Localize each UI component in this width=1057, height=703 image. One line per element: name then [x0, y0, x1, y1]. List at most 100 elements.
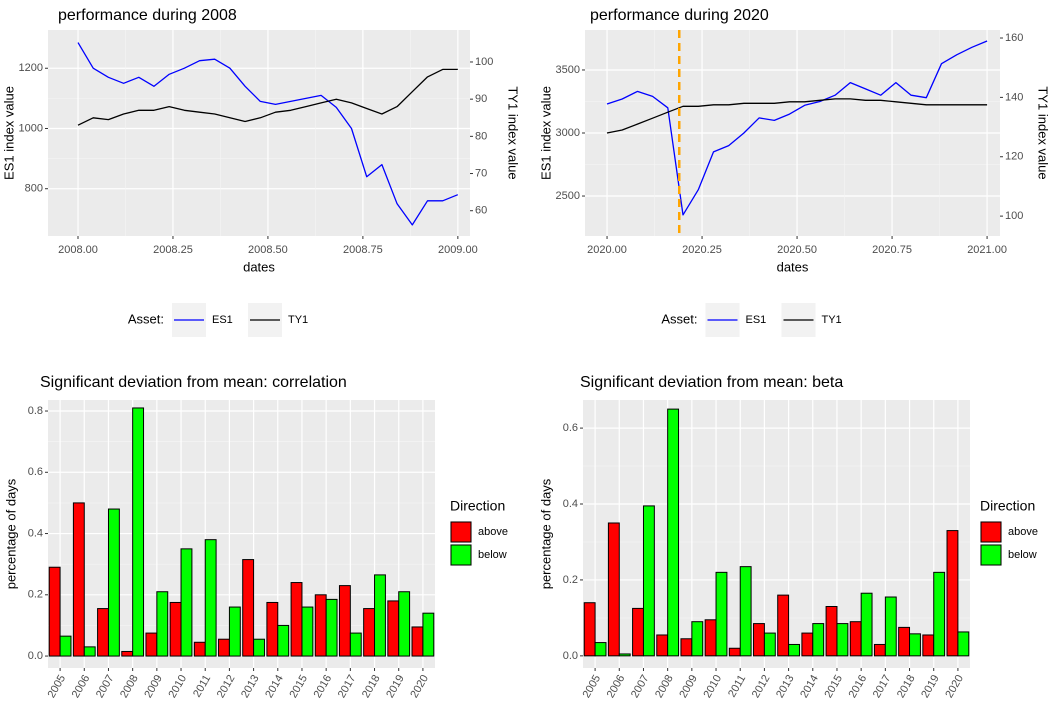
- legend-title: Asset:: [128, 311, 164, 326]
- bar: [97, 608, 109, 657]
- bar: [411, 626, 424, 657]
- x-tick-label: 2006: [70, 673, 93, 700]
- bar: [946, 530, 959, 657]
- bar: [266, 601, 279, 657]
- x-tick-label: 2013: [774, 673, 797, 700]
- y-axis-label: ES1 index value: [1, 86, 16, 180]
- bar: [218, 638, 230, 657]
- legend-title: Direction: [450, 498, 505, 514]
- y2-tick-label: 100: [475, 56, 493, 68]
- x-tick-label: 2007: [94, 673, 117, 700]
- bar: [398, 591, 411, 657]
- x-tick-label: 2007: [629, 673, 652, 700]
- bar: [836, 623, 849, 657]
- legend-title: Direction: [980, 498, 1035, 514]
- bar: [121, 650, 134, 657]
- y-tick-label: 3000: [556, 127, 580, 139]
- legend-label: above: [1008, 526, 1038, 538]
- bar: [290, 582, 303, 657]
- x-tick-label: 2020.50: [777, 244, 817, 256]
- y2-tick-label: 80: [475, 130, 487, 142]
- series-line: [606, 40, 988, 216]
- x-tick-label: 2006: [605, 673, 628, 700]
- x-tick-label: 2009: [142, 673, 165, 700]
- x-tick-label: 2020: [943, 673, 966, 700]
- bar: [884, 596, 897, 657]
- bar: [277, 624, 290, 657]
- bar: [338, 585, 351, 657]
- y-tick-label: 0.2: [563, 574, 578, 586]
- bar: [849, 621, 862, 657]
- bar: [180, 548, 193, 657]
- bar: [374, 574, 386, 657]
- bar: [680, 638, 693, 657]
- y2-tick-label: 160: [1005, 32, 1023, 44]
- legend-swatch: [450, 521, 472, 543]
- bar: [363, 608, 376, 657]
- bar: [739, 566, 752, 657]
- legend-label: ES1: [746, 314, 767, 326]
- chart-title: performance during 2008: [58, 7, 237, 24]
- legend-label: above: [478, 526, 508, 538]
- y-tick-label: 0.4: [563, 498, 578, 510]
- bar: [667, 408, 680, 657]
- x-tick-label: 2019: [919, 673, 942, 700]
- x-tick-label: 2018: [895, 673, 918, 700]
- x-tick-label: 2014: [798, 673, 821, 700]
- y-axis-label: percentage of days: [538, 478, 553, 589]
- y-tick-label: 0.6: [28, 466, 43, 478]
- x-tick-label: 2008.75: [343, 244, 383, 256]
- x-tick-label: 2008: [118, 673, 141, 700]
- chart-panel: Significant deviation from mean: correla…: [3, 374, 508, 700]
- x-tick-label: 2017: [871, 673, 894, 700]
- bar: [607, 522, 620, 657]
- y-axis-label: ES1 index value: [538, 86, 553, 180]
- y-tick-label: 0.0: [563, 650, 578, 662]
- x-tick-label: 2021.00: [967, 244, 1007, 256]
- bar: [325, 598, 338, 657]
- y2-tick-label: 60: [475, 205, 487, 217]
- x-tick-label: 2011: [191, 673, 213, 699]
- bar: [132, 407, 145, 657]
- bar: [898, 626, 911, 657]
- y-tick-label: 800: [25, 183, 43, 195]
- bar: [48, 566, 61, 657]
- y2-tick-label: 100: [1005, 210, 1023, 222]
- y-tick-label: 0.6: [563, 422, 578, 434]
- bar: [957, 631, 970, 657]
- y2-axis-label: TY1 index value: [506, 86, 521, 179]
- bar: [753, 623, 765, 657]
- bar: [242, 559, 255, 657]
- bar: [618, 653, 631, 657]
- x-axis-label: dates: [243, 259, 275, 274]
- legend-label: TY1: [822, 314, 842, 326]
- y-axis-label: percentage of days: [3, 478, 18, 589]
- bar: [156, 591, 169, 657]
- bar: [314, 594, 327, 657]
- plot-background: [48, 30, 470, 236]
- bar: [873, 643, 886, 657]
- x-tick-label: 2010: [167, 673, 190, 700]
- chart-panel: Significant deviation from mean: beta 0.0…: [538, 374, 1038, 700]
- x-tick-label: 2008: [653, 673, 676, 700]
- bar: [422, 612, 435, 657]
- bar: [204, 539, 217, 657]
- x-tick-label: 2017: [336, 673, 359, 700]
- bar: [801, 632, 814, 657]
- series-line: [77, 42, 459, 226]
- bar: [253, 638, 265, 657]
- y-tick-label: 0.8: [28, 405, 43, 417]
- legend-swatch: [980, 521, 1002, 543]
- bar: [909, 633, 921, 657]
- y-tick-label: 0.4: [28, 527, 43, 539]
- y2-tick-label: 140: [1005, 91, 1023, 103]
- bar: [825, 606, 838, 657]
- legend-label: ES1: [212, 314, 233, 326]
- bar: [72, 502, 85, 657]
- x-tick-label: 2020.00: [587, 244, 627, 256]
- x-tick-label: 2005: [581, 673, 604, 700]
- bar: [933, 571, 946, 657]
- bar: [715, 571, 728, 657]
